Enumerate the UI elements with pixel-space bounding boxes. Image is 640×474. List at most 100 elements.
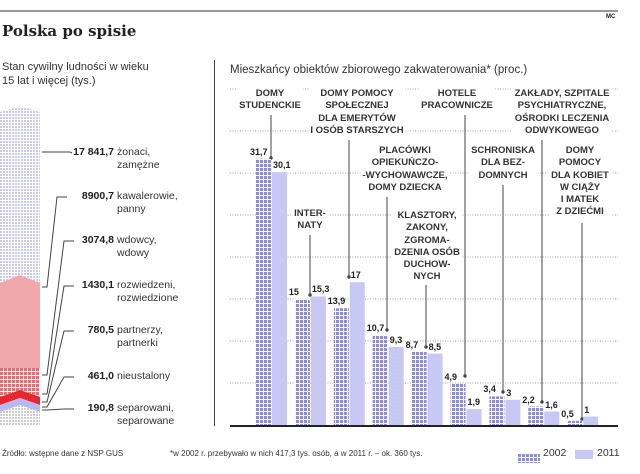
credit: MC (606, 14, 616, 20)
bar-2002 (528, 406, 544, 425)
connector-dot (501, 390, 505, 394)
bar-2002 (489, 396, 505, 425)
category-label-line: DOMNYCH (478, 169, 528, 181)
category-label-line: ZAKONY, (406, 222, 448, 234)
category-label-line: PSYCHIATRYCZNE, (517, 100, 607, 112)
left-subtitle-line: 15 lat i więcej (tys.) (2, 75, 96, 87)
band-divorced (0, 390, 40, 405)
value-label: 1,6 (545, 399, 558, 410)
leader-line (42, 376, 74, 408)
value-label: 9,3 (389, 334, 403, 345)
value-label: 2,2 (522, 394, 535, 405)
category-label: HOTELE PRACOWNICZE (419, 88, 495, 113)
marital-label: partnerzy, partnerki (117, 324, 163, 350)
value-label: 17 (350, 270, 361, 281)
value-label: 0,5 (561, 408, 574, 419)
category-label-line: Z DZIEĆMI (556, 206, 604, 218)
marital-value: 3074,8 (81, 234, 114, 246)
bar-2002 (567, 420, 583, 425)
category-label-line: OPIEKUŃCZO- (371, 157, 439, 169)
category-label: KLASZTORY, ZAKONY, ZGROMA- DZENIA OSÓB DUCHO… (392, 210, 462, 284)
category-label-line: DLA BEZ- (481, 157, 525, 169)
connector-dot (385, 328, 389, 332)
category-label: DOMY POMOCY SPOŁECZNEJ DLA EMERYTÓW I OSÓB … (308, 88, 406, 138)
marital-status-column (0, 106, 40, 425)
left-subtitle-line: Stan cywilny ludności w wieku (2, 61, 149, 73)
category-label-line: -WYCHOWAWCZE, (362, 169, 448, 181)
category-label: PLACÓWKI OPIEKUŃCZO- -WYCHOWAWCZE, DOMY DZI… (360, 145, 450, 195)
marital-value: 780,5 (87, 324, 114, 336)
legend-label-2011: 2011 (597, 447, 620, 459)
bar-2011 (349, 282, 365, 425)
marital-label-line: rozwiedzeni, (117, 279, 176, 291)
category-label-line: DOMY (565, 145, 595, 156)
category-label-line: ZAKŁADY, SZPITALE (514, 88, 610, 99)
legend-swatch-2002 (518, 450, 540, 463)
bars (256, 158, 599, 425)
bar-2002 (372, 335, 388, 425)
top-rule (0, 10, 618, 12)
marital-label: kawalerowie, panny (117, 190, 178, 216)
category-label-line: POMOCY (558, 157, 602, 169)
bar-2002 (411, 351, 427, 425)
category-label-line: DOMY (255, 88, 285, 99)
category-label-line: NYCH (413, 271, 441, 283)
marital-label: rozwiedzeni, rozwiedzione (117, 279, 178, 305)
category-label-line: W CIĄŻY (559, 181, 601, 193)
marital-value: 190,8 (87, 402, 114, 414)
bar-2011 (544, 411, 560, 425)
bar-2002 (450, 383, 466, 425)
bar-2002 (333, 308, 349, 425)
value-label: 3 (506, 387, 512, 398)
category-label-line: KLASZTORY, (397, 210, 457, 221)
marital-value: 1430,1 (81, 279, 114, 291)
value-label: 31,7 (250, 146, 268, 157)
marital-label-line: separowani, (117, 402, 174, 414)
value-label: 13,9 (327, 296, 346, 307)
marital-label: separowani, separowane (117, 402, 174, 428)
leader-line (42, 196, 67, 288)
marital-label-line: separowane (117, 415, 175, 427)
marital-value: 461,0 (87, 370, 114, 382)
marital-value: 17 841,7 (73, 146, 114, 158)
category-label-line: INTER- (294, 208, 326, 219)
legend-swatch-2011 (575, 450, 593, 459)
marital-label-line: rozwiedzione (117, 292, 179, 304)
category-label-line: SCHRONISKA (471, 145, 535, 156)
marital-label: nieustalony (117, 370, 170, 383)
connector-dot (540, 400, 544, 404)
source-note: Źródło: wstępne dane z NSP GUS (2, 449, 124, 458)
value-label: 8,7 (405, 339, 419, 350)
value-label: 3,4 (483, 384, 496, 395)
bar-2011 (427, 353, 443, 425)
category-label-line: I MATEK (560, 194, 600, 206)
category-label-line: DZENIA OSÓB (394, 246, 460, 258)
band-married (0, 106, 40, 283)
category-label-line: ODWYKOWEGO (525, 124, 599, 136)
bar-2011 (388, 346, 404, 425)
category-label-line: DOMY DZIECKA (368, 181, 442, 193)
category-label-line: DOMY POMOCY (320, 88, 394, 99)
footnote: *w 2002 r. przebywało w nich 417,3 tys. … (170, 449, 423, 458)
legend-label-2002: 2002 (543, 447, 567, 459)
category-label-line: DLA EMERYTÓW (318, 112, 396, 124)
category-label: SCHRONISKA DLA BEZ- DOMNYCH (469, 145, 537, 182)
category-label-line: DLA KOBIET (551, 169, 609, 181)
bar-2011 (310, 296, 326, 425)
marital-label: wdowcy, wdowy (117, 234, 156, 260)
value-label: 8,5 (428, 341, 442, 352)
left-subtitle: Stan cywilny ludności w wieku 15 lat i w… (2, 60, 149, 88)
category-label-line: PLACÓWKI (379, 145, 431, 156)
connector-dot (308, 293, 312, 297)
chart-title: Mieszkańcy obiektów zbiorowego zakwatero… (230, 64, 528, 76)
marital-label-line: zamężne (117, 159, 160, 171)
category-label-line: PRACOWNICZE (421, 100, 493, 112)
marital-label-line: wdowcy, (117, 234, 157, 246)
connector-dot (463, 374, 467, 378)
marital-label-line: wdowy (117, 247, 150, 259)
value-label: 1 (584, 404, 590, 415)
category-label: DOMY POMOCY DLA KOBIET W CIĄŻY I MATEK Z DZIE… (549, 145, 611, 219)
bar-2002 (256, 158, 271, 425)
